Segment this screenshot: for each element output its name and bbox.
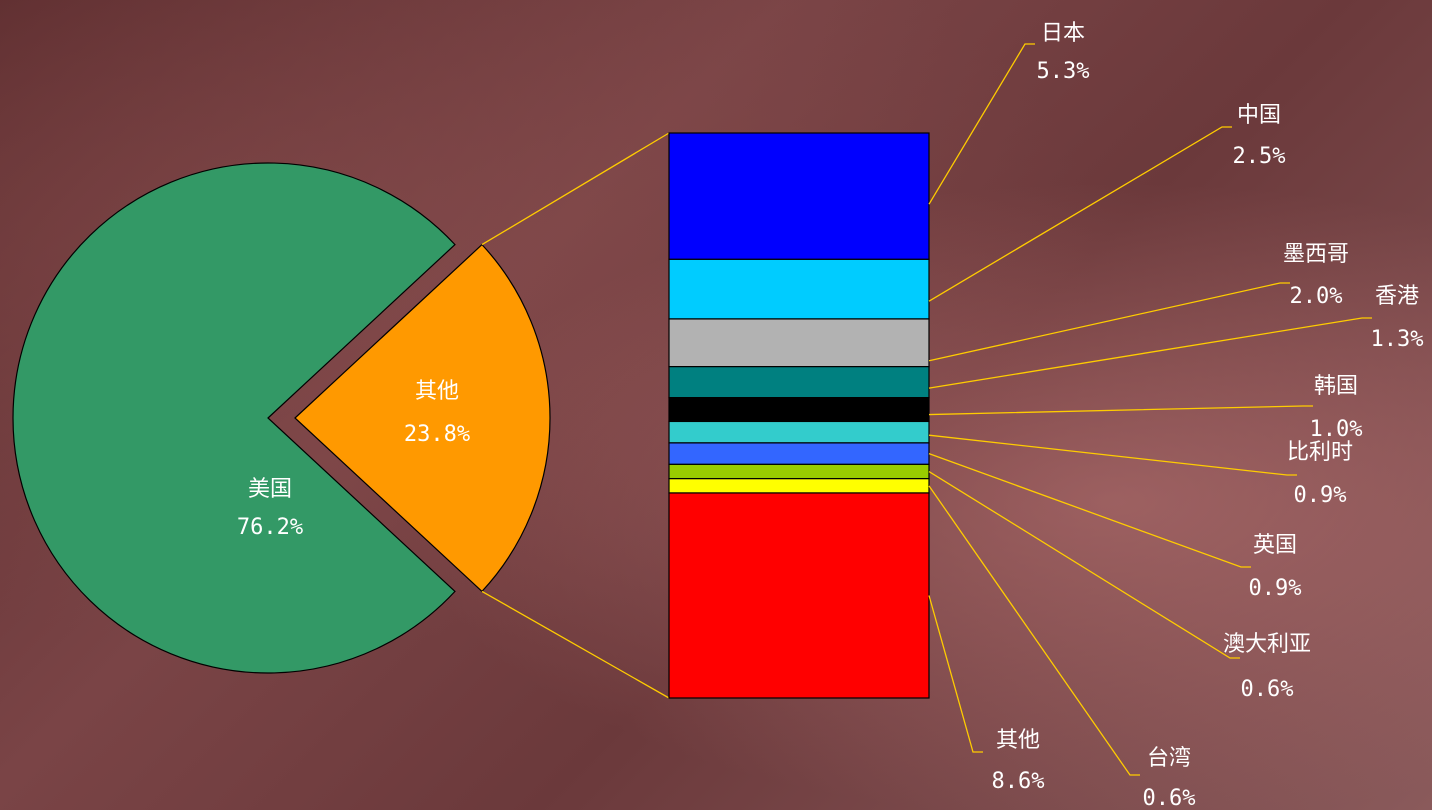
bar-segment-9 bbox=[668, 492, 930, 699]
leader-line-1 bbox=[928, 126, 1232, 302]
bar-label-name-9: 其他 bbox=[996, 728, 1040, 753]
bar-segment-2 bbox=[668, 318, 930, 368]
bar-label-pct-1: 2.5% bbox=[1233, 144, 1286, 169]
bar-label-name-1: 中国 bbox=[1237, 103, 1281, 128]
bar-label-pct-3: 1.3% bbox=[1371, 327, 1424, 352]
bar-label-name-3: 香港 bbox=[1375, 284, 1419, 309]
bar-segment-3 bbox=[668, 366, 930, 399]
bar-label-name-0: 日本 bbox=[1041, 21, 1085, 46]
bar-label-pct-9: 8.6% bbox=[992, 769, 1045, 794]
pie-bar-connectors bbox=[481, 132, 670, 699]
bar-segment-1 bbox=[668, 258, 930, 320]
bar-label-name-8: 台湾 bbox=[1147, 746, 1191, 771]
bar-label-pct-6: 0.9% bbox=[1249, 576, 1302, 601]
connector-bottom bbox=[481, 590, 670, 699]
bar-segment-7 bbox=[668, 463, 930, 480]
bar-label-pct-8: 0.6% bbox=[1143, 786, 1196, 810]
bar-label-pct-0: 5.3% bbox=[1037, 59, 1090, 84]
bar-label-name-2: 墨西哥 bbox=[1283, 242, 1349, 267]
pie-label-other-pct: 23.8% bbox=[404, 422, 470, 447]
bar-label-name-6: 英国 bbox=[1253, 533, 1297, 558]
leader-line-7 bbox=[928, 470, 1240, 659]
leader-line-9 bbox=[928, 595, 983, 753]
pie-label-usa-name: 美国 bbox=[248, 477, 292, 502]
bar-label-name-7: 澳大利亚 bbox=[1223, 632, 1311, 657]
bar-label-name-4: 韩国 bbox=[1314, 374, 1358, 399]
leader-line-2 bbox=[928, 282, 1290, 362]
leader-line-3 bbox=[928, 317, 1372, 389]
pie-label-other-name: 其他 bbox=[415, 379, 459, 404]
pie-slice-other bbox=[294, 243, 551, 593]
leader-line-6 bbox=[928, 453, 1251, 568]
connector-top bbox=[481, 132, 670, 246]
bar-label-pct-7: 0.6% bbox=[1241, 677, 1294, 702]
bar-label-pct-4: 1.0% bbox=[1310, 417, 1363, 442]
pie-label-usa-pct: 76.2% bbox=[237, 515, 303, 540]
leader-lines bbox=[928, 43, 1372, 776]
stacked-bar bbox=[668, 132, 930, 699]
leader-line-5 bbox=[928, 434, 1297, 476]
pie-slice-usa bbox=[12, 162, 456, 674]
bar-segment-4 bbox=[668, 397, 930, 423]
labels: 美国 76.2% 其他 23.8% 日本 5.3% 中国 2.5% 墨西哥 2.0% 香港 1… bbox=[237, 21, 1424, 810]
pie bbox=[12, 162, 551, 674]
leader-line-0 bbox=[928, 43, 1035, 205]
bar-segment-6 bbox=[668, 442, 930, 465]
bar-label-pct-5: 0.9% bbox=[1294, 483, 1347, 508]
bar-label-pct-2: 2.0% bbox=[1290, 284, 1343, 309]
leader-line-4 bbox=[928, 405, 1313, 416]
bar-segment-5 bbox=[668, 420, 930, 444]
bar-segment-0 bbox=[668, 132, 930, 260]
bar-segment-8 bbox=[668, 478, 930, 494]
leader-line-8 bbox=[928, 485, 1140, 776]
bar-label-name-5: 比利时 bbox=[1287, 440, 1353, 465]
